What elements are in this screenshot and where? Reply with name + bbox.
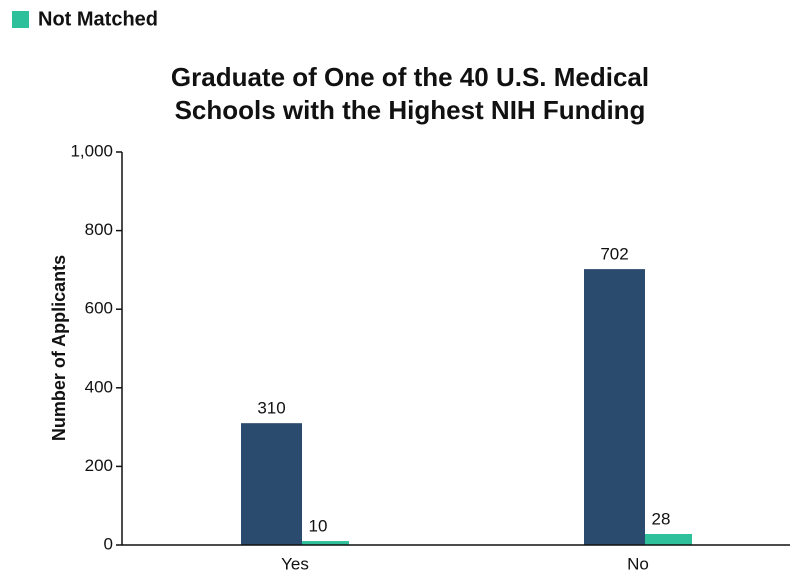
value-label: 28 (652, 509, 671, 528)
value-label: 702 (600, 245, 628, 264)
y-tick-label: 800 (85, 220, 113, 239)
y-tick-label: 400 (85, 377, 113, 396)
value-label: 310 (257, 399, 285, 418)
value-label: 10 (309, 517, 328, 536)
y-tick-label: 200 (85, 456, 113, 475)
chart-title: Schools with the Highest NIH Funding (175, 95, 646, 125)
bar (241, 423, 302, 545)
y-tick-label: 600 (85, 299, 113, 318)
legend-label: Not Matched (38, 8, 158, 30)
y-axis-label: Number of Applicants (49, 255, 69, 441)
y-tick-label: 1,000 (70, 141, 113, 160)
chart-title: Graduate of One of the 40 U.S. Medical (171, 62, 649, 92)
x-tick-label: Yes (281, 554, 309, 573)
legend-swatch (12, 11, 29, 28)
bar (287, 541, 349, 545)
y-tick-label: 0 (104, 534, 113, 553)
bar (630, 533, 692, 545)
x-tick-label: No (627, 554, 649, 573)
bar (584, 269, 645, 545)
